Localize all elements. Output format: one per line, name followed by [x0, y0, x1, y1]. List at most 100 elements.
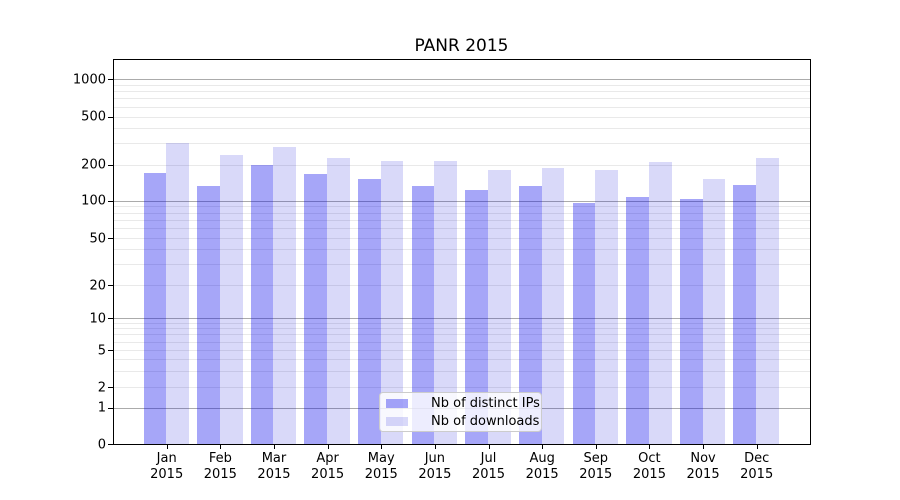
bar-sep-distinct-ips: [572, 203, 596, 444]
bar-nov-distinct-ips: [679, 199, 703, 444]
x-tick-label-jul: Jul 2015: [471, 451, 506, 482]
x-tick-mark: [273, 445, 275, 449]
x-tick-mark: [488, 445, 490, 449]
gridline-minor: [114, 84, 810, 86]
bar-apr-distinct-ips: [304, 173, 328, 444]
gridline-major: [114, 318, 810, 319]
bar-apr-downloads: [327, 157, 350, 444]
bar-nov-downloads: [702, 179, 726, 444]
gridline-minor: [114, 285, 810, 286]
gridline-major: [114, 200, 810, 202]
bar-sep-downloads: [595, 169, 618, 444]
gridline-minor: [114, 359, 810, 360]
bar-dec-downloads: [756, 157, 779, 444]
y-tick-mark: [108, 387, 113, 388]
bar-aug-distinct-ips: [518, 185, 542, 444]
bar-jul-distinct-ips: [465, 190, 488, 444]
bar-jan-downloads: [166, 143, 189, 444]
gridline-minor: [114, 350, 810, 351]
bar-may-downloads: [380, 161, 404, 444]
bar-oct-distinct-ips: [626, 196, 649, 444]
y-tick-label-1: 1: [97, 400, 106, 416]
x-tick-label-dec: Dec 2015: [740, 451, 774, 482]
gridline-minor: [114, 328, 810, 330]
x-tick-label-aug: Aug 2015: [525, 451, 559, 482]
gridline-minor: [114, 128, 810, 130]
gridline-minor: [114, 164, 810, 166]
plot-area: [113, 59, 811, 445]
y-tick-mark: [108, 407, 113, 409]
gridline-minor: [114, 334, 810, 336]
y-tick-mark: [108, 116, 113, 118]
gridline-major: [114, 79, 810, 80]
y-tick-mark: [108, 350, 113, 351]
y-tick-label-200: 200: [81, 157, 106, 173]
bar-mar-downloads: [273, 146, 297, 444]
y-tick-label-50: 50: [89, 231, 106, 246]
y-tick-mark: [108, 79, 113, 80]
y-tick-label-2: 2: [97, 380, 106, 395]
bar-feb-distinct-ips: [197, 186, 220, 444]
gridline-minor: [114, 206, 810, 208]
y-tick-mark: [108, 285, 113, 286]
bar-mar-distinct-ips: [250, 164, 274, 444]
bar-feb-downloads: [219, 155, 243, 444]
x-tick-mark: [381, 445, 383, 449]
bar-may-distinct-ips: [358, 178, 381, 444]
x-tick-label-feb: Feb 2015: [203, 451, 237, 482]
x-tick-mark: [434, 445, 436, 449]
bar-jun-downloads: [434, 161, 458, 444]
y-tick-label-5: 5: [97, 343, 106, 358]
y-tick-label-1000: 1000: [72, 72, 106, 87]
legend-swatch-distinct-ips: [386, 398, 408, 408]
x-tick-label-jun: Jun 2015: [418, 451, 452, 482]
bar-jan-distinct-ips: [143, 172, 167, 444]
x-tick-mark: [542, 445, 544, 449]
x-tick-label-jan: Jan 2015: [150, 451, 184, 482]
bar-jun-distinct-ips: [411, 186, 435, 444]
y-tick-label-20: 20: [89, 278, 106, 293]
gridline-minor: [114, 219, 810, 221]
gridline-minor: [114, 370, 810, 372]
y-tick-label-10: 10: [89, 311, 106, 326]
legend-entry-distinct-ips: Nb of distinct IPs: [386, 396, 540, 410]
gridline-minor: [114, 238, 810, 239]
gridline-minor: [114, 91, 810, 93]
y-tick-mark: [108, 444, 113, 445]
legend-label-downloads: Nb of downloads: [431, 413, 540, 429]
y-tick-mark: [108, 318, 113, 319]
bar-dec-distinct-ips: [733, 185, 757, 444]
x-tick-label-apr: Apr 2015: [311, 451, 345, 482]
x-tick-label-sep: Sep 2015: [579, 451, 613, 482]
gridline-minor: [114, 249, 810, 251]
legend: Nb of distinct IPs Nb of downloads: [379, 392, 542, 432]
bar-oct-downloads: [648, 162, 672, 444]
x-tick-label-may: May 2015: [364, 451, 398, 482]
chart-title: PANR 2015: [414, 36, 509, 56]
y-tick-label-100: 100: [81, 193, 106, 209]
x-tick-mark: [703, 445, 705, 449]
gridline-minor: [114, 341, 810, 343]
y-tick-label-0: 0: [97, 437, 106, 452]
gridline-minor: [114, 106, 810, 108]
y-tick-label-500: 500: [81, 109, 106, 125]
gridline-minor: [114, 98, 810, 100]
y-tick-mark: [108, 200, 113, 202]
legend-entry-downloads: Nb of downloads: [386, 414, 539, 428]
x-tick-mark: [595, 445, 597, 449]
legend-label-distinct-ips: Nb of distinct IPs: [431, 395, 540, 411]
x-tick-mark: [649, 445, 651, 449]
gridline-minor: [114, 116, 810, 118]
gridline-minor: [114, 264, 810, 266]
y-tick-mark: [108, 238, 113, 239]
x-tick-mark: [327, 445, 329, 449]
bar-aug-downloads: [541, 168, 565, 444]
y-tick-mark: [108, 164, 113, 166]
gridline-minor: [114, 212, 810, 214]
x-tick-label-oct: Oct 2015: [632, 451, 666, 482]
gridline-minor: [114, 228, 810, 230]
x-tick-mark: [220, 445, 222, 449]
x-tick-mark: [166, 445, 168, 449]
gridline-minor: [114, 387, 810, 388]
